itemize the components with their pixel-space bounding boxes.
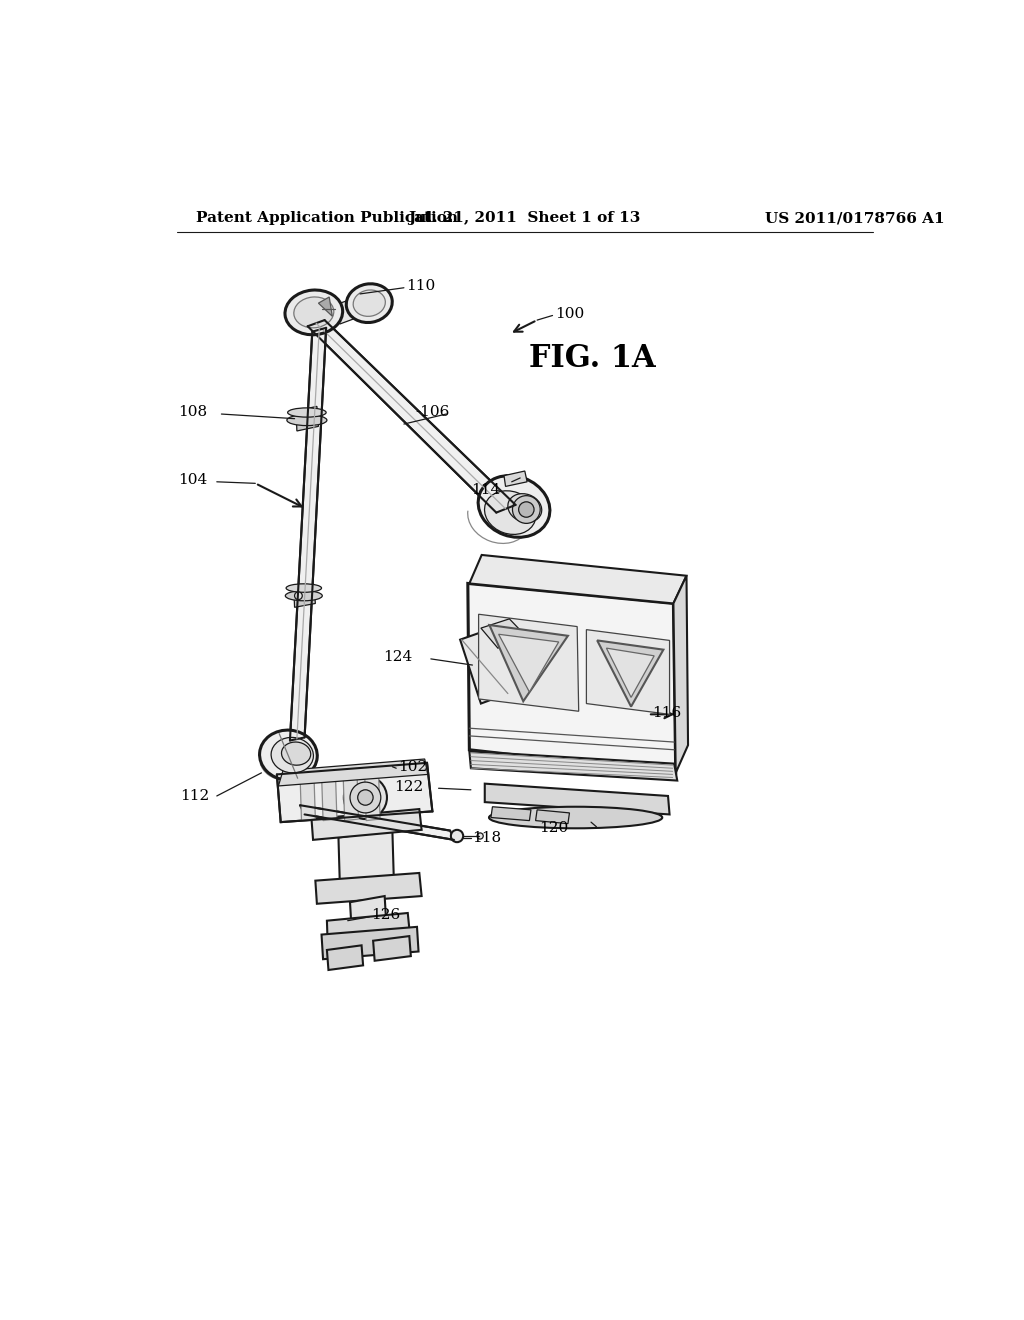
Circle shape: [512, 495, 541, 523]
Polygon shape: [290, 327, 326, 741]
Ellipse shape: [484, 491, 536, 535]
Polygon shape: [373, 936, 411, 961]
Polygon shape: [490, 473, 535, 506]
Circle shape: [451, 830, 463, 842]
Text: 104: 104: [178, 474, 208, 487]
Polygon shape: [478, 614, 579, 711]
Text: 100: 100: [556, 308, 585, 321]
Text: 124: 124: [383, 651, 413, 664]
Text: Patent Application Publication: Patent Application Publication: [196, 211, 458, 226]
Ellipse shape: [282, 742, 310, 766]
Ellipse shape: [288, 408, 326, 417]
Text: 114: 114: [471, 483, 500, 496]
Polygon shape: [343, 771, 358, 821]
Text: -106: -106: [416, 405, 450, 420]
Ellipse shape: [285, 290, 343, 335]
Polygon shape: [365, 771, 380, 821]
Polygon shape: [276, 763, 432, 822]
Polygon shape: [325, 297, 376, 323]
Polygon shape: [597, 640, 664, 706]
Circle shape: [518, 502, 535, 517]
Polygon shape: [504, 471, 527, 487]
Polygon shape: [339, 830, 394, 890]
Text: 110: 110: [407, 280, 435, 293]
Circle shape: [357, 789, 373, 805]
Polygon shape: [300, 805, 454, 840]
Polygon shape: [606, 648, 654, 697]
Ellipse shape: [287, 414, 327, 425]
Text: US 2011/0178766 A1: US 2011/0178766 A1: [765, 211, 944, 226]
Text: 116: 116: [652, 706, 682, 719]
Ellipse shape: [508, 494, 542, 523]
Polygon shape: [469, 751, 677, 780]
Ellipse shape: [286, 583, 322, 593]
Polygon shape: [296, 407, 318, 430]
Ellipse shape: [294, 297, 334, 327]
Circle shape: [350, 781, 381, 813]
Polygon shape: [327, 945, 364, 970]
Polygon shape: [311, 809, 422, 840]
Polygon shape: [294, 585, 315, 607]
Ellipse shape: [271, 738, 313, 774]
Text: 126: 126: [371, 908, 400, 923]
Polygon shape: [481, 619, 527, 648]
Text: 122: 122: [394, 780, 423, 793]
Text: 112: 112: [180, 789, 210, 803]
Ellipse shape: [489, 807, 663, 829]
Polygon shape: [279, 759, 428, 785]
Polygon shape: [499, 635, 559, 692]
Polygon shape: [315, 873, 422, 904]
Polygon shape: [674, 576, 688, 774]
Ellipse shape: [259, 730, 317, 780]
Polygon shape: [322, 771, 337, 821]
Polygon shape: [469, 554, 686, 603]
Polygon shape: [350, 896, 386, 928]
Polygon shape: [587, 630, 670, 714]
Ellipse shape: [346, 284, 392, 322]
Polygon shape: [468, 583, 676, 774]
Polygon shape: [322, 927, 419, 960]
Ellipse shape: [286, 591, 323, 601]
Text: 108: 108: [178, 405, 208, 420]
Circle shape: [477, 833, 483, 840]
Text: 102: 102: [398, 760, 428, 774]
Polygon shape: [300, 771, 315, 821]
Polygon shape: [327, 913, 410, 944]
Ellipse shape: [478, 475, 550, 537]
Circle shape: [295, 591, 302, 599]
Polygon shape: [460, 630, 508, 704]
Polygon shape: [318, 297, 333, 317]
Text: Jul. 21, 2011  Sheet 1 of 13: Jul. 21, 2011 Sheet 1 of 13: [409, 211, 641, 226]
Text: 118: 118: [472, 830, 502, 845]
Ellipse shape: [353, 290, 385, 317]
Text: 120: 120: [539, 821, 568, 836]
Text: FIG. 1A: FIG. 1A: [529, 343, 656, 374]
Polygon shape: [490, 807, 531, 821]
Polygon shape: [484, 784, 670, 814]
Circle shape: [344, 776, 387, 818]
Polygon shape: [489, 626, 568, 701]
Polygon shape: [536, 810, 569, 824]
Polygon shape: [307, 321, 515, 512]
